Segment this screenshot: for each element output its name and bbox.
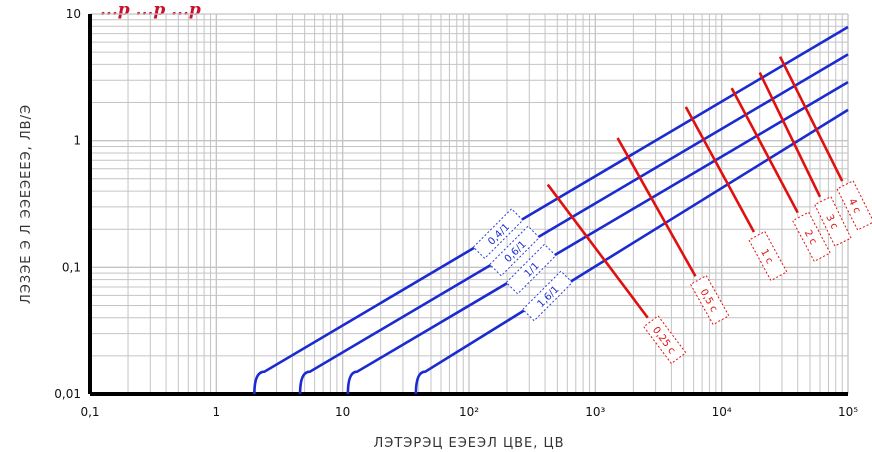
cutoff-label-box <box>643 315 687 365</box>
series-line <box>346 80 849 395</box>
cutoff-line <box>730 87 799 214</box>
x-tick-label: 1 <box>213 405 221 419</box>
series-line <box>298 53 849 395</box>
chart-top-title: ...р ...р ...р <box>100 0 201 20</box>
y-tick-label: 1 <box>73 134 81 148</box>
x-tick-label: 0,1 <box>80 405 99 419</box>
x-tick-label: 10⁴ <box>712 405 732 419</box>
chart-labels: 0,1 1 10 10² 10³ 10⁴ 10⁵ 0,01 0,1 1 10 ЛЭТЭРЭЦ ЕЭЕЭ… <box>19 7 872 451</box>
cutoff-label: 0,5 с <box>689 274 730 326</box>
cutoff-label-box <box>836 180 872 231</box>
x-axis-title: ЛЭТЭРЭЦ ЕЭЕЭЛ ЦВЕ, ЦВ <box>373 436 564 451</box>
x-tick-label: 10³ <box>585 405 605 419</box>
cutoff-label: 4 с <box>836 180 872 231</box>
cutoff-label: 1 с <box>748 230 788 282</box>
cutoff-label-box <box>689 274 730 326</box>
cutoff-label: 3 с <box>814 196 852 247</box>
cutoff-line <box>546 183 649 319</box>
cutoff-line <box>684 106 756 233</box>
cutoff-line <box>758 71 822 198</box>
y-tick-label: 10 <box>66 7 81 21</box>
cutoff-line <box>616 137 697 277</box>
chart-grid <box>89 13 849 395</box>
x-tick-label: 10⁵ <box>838 405 858 419</box>
x-tick-label: 10² <box>459 405 479 419</box>
x-tick-label: 10 <box>335 405 350 419</box>
cutoff-label-box <box>814 196 852 247</box>
cutoff-label-box <box>748 230 788 282</box>
cutoff-line <box>778 56 844 182</box>
series-line <box>414 108 849 395</box>
cutoff-label-box <box>792 211 831 262</box>
y-tick-label: 0,1 <box>62 260 81 274</box>
chart-axes <box>88 14 848 396</box>
chart-series <box>253 25 849 395</box>
cutoff-label: 2 с <box>792 211 831 262</box>
y-axis-title: ЛЭЗЭЕ Э Л ЭЭЕЭЕЕЭ, ЛВ/Э <box>19 104 34 304</box>
cutoff-label: 0,25 с <box>643 315 687 365</box>
y-tick-label: 0,01 <box>54 387 81 401</box>
chart-cutoff-lines <box>546 56 844 319</box>
series-line <box>253 25 849 395</box>
